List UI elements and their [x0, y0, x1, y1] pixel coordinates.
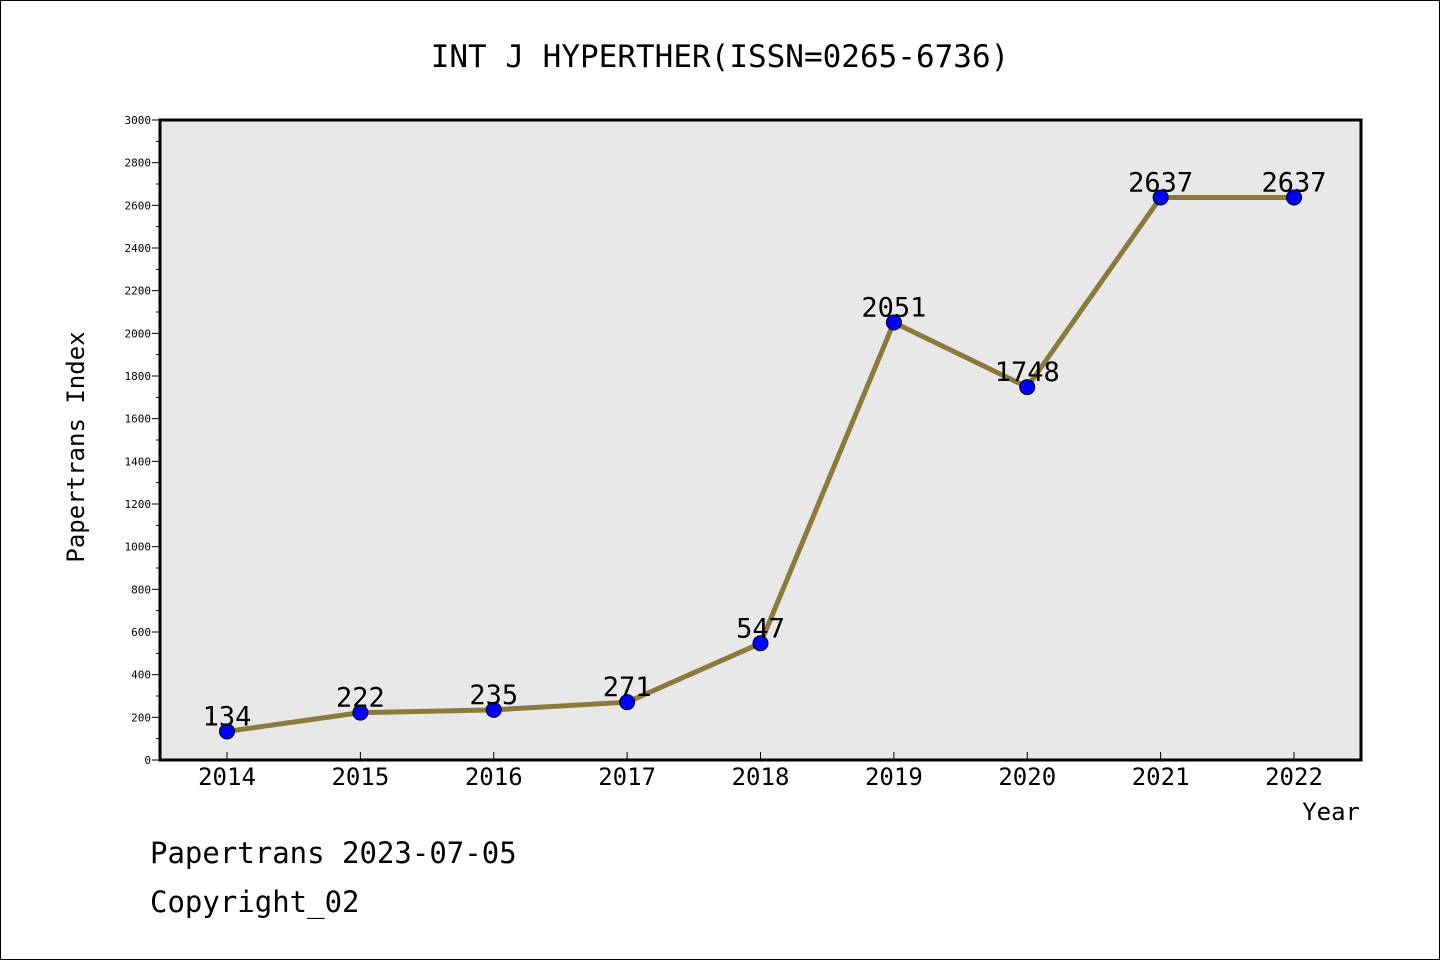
data-label: 1748	[995, 357, 1060, 388]
x-tick-label: 2015	[331, 763, 389, 791]
data-point	[352, 704, 369, 721]
data-point	[485, 701, 502, 718]
y-tick-label: 2400	[125, 242, 152, 255]
y-tick-label: 2000	[125, 327, 152, 340]
data-point	[1286, 189, 1302, 206]
y-tick-label: 1200	[125, 498, 152, 511]
x-tick-label: 2022	[1265, 763, 1323, 791]
y-tick-label: 1600	[125, 413, 152, 426]
data-label: 134	[203, 701, 252, 732]
chart-title: INT J HYPERTHER(ISSN=0265-6736)	[431, 39, 1010, 75]
data-point	[219, 723, 235, 740]
y-tick-label: 1400	[125, 455, 152, 468]
y-tick-label: 800	[131, 583, 151, 596]
y-tick-label: 200	[131, 711, 151, 724]
y-tick-label: 3000	[125, 114, 152, 127]
y-tick-label: 2200	[125, 285, 152, 298]
x-tick-label: 2020	[998, 763, 1056, 791]
x-axis: 2014 2015 2016 2017 2018 2019 2020 2021 2022	[198, 752, 1323, 791]
data-point	[1019, 379, 1036, 396]
x-tick-label: 2019	[865, 763, 923, 791]
y-tick-label: 1000	[125, 541, 152, 554]
data-labels: 134 222 235 271 547 2051 1748 2637 2637	[203, 167, 1327, 732]
data-label: 2637	[1128, 167, 1193, 198]
data-label: 2051	[861, 292, 926, 323]
data-point	[885, 314, 902, 331]
y-axis-label: Papertrans Index	[62, 331, 90, 562]
data-label: 2637	[1261, 167, 1326, 198]
data-label: 222	[336, 683, 385, 714]
x-tick-label: 2017	[598, 763, 656, 791]
y-tick-label: 1800	[125, 370, 152, 383]
data-label: 271	[603, 672, 652, 703]
x-tick-label: 2016	[465, 763, 523, 791]
source-date-text: Papertrans 2023-07-05	[150, 836, 517, 870]
y-tick-label: 0	[144, 754, 151, 767]
data-point	[752, 635, 769, 652]
series-group	[219, 189, 1302, 740]
plot-area	[158, 118, 1363, 762]
x-tick-label: 2021	[1132, 763, 1190, 791]
copyright-text: Copyright_02	[150, 885, 360, 919]
y-axis: 0 200 400 600 800 1000 1200 1400 1600 1800 2000 220…	[125, 114, 160, 767]
x-axis-label: Year	[1302, 798, 1360, 826]
y-tick-label: 600	[131, 626, 151, 639]
data-label: 235	[469, 680, 518, 711]
x-tick-label: 2018	[732, 763, 790, 791]
data-label: 547	[736, 613, 785, 644]
y-tick-label: 400	[131, 669, 151, 682]
x-tick-label: 2014	[198, 763, 256, 791]
data-point	[1152, 189, 1169, 206]
data-point	[619, 694, 636, 711]
y-tick-label: 2600	[125, 199, 152, 212]
y-tick-label: 2800	[125, 157, 152, 170]
